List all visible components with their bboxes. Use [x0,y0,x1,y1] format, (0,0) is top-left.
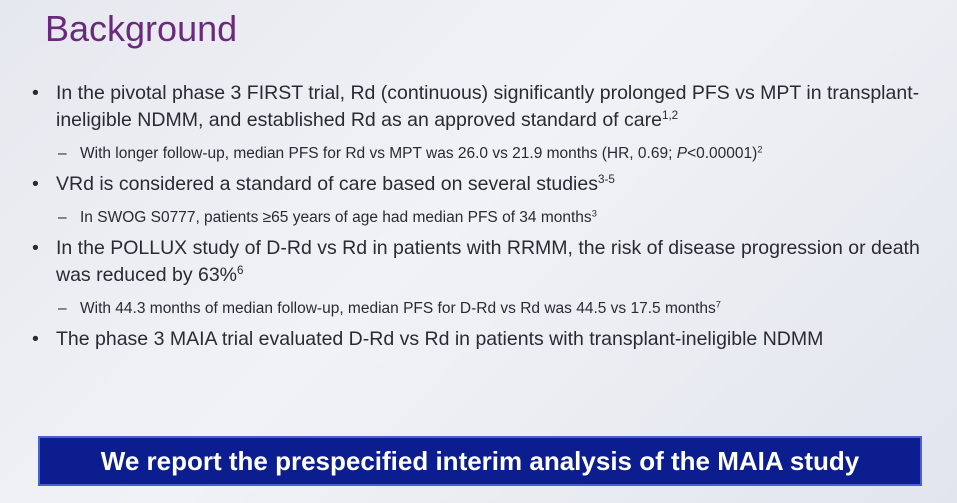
text: In SWOG S0777, patients ≥65 years of age… [80,209,592,226]
reference: 3 [591,208,597,219]
reference: 2 [757,144,763,155]
bullet: VRd is considered a standard of care bas… [30,171,935,198]
reference: 6 [237,263,244,277]
text: The phase 3 MAIA trial evaluated D-Rd vs… [56,328,824,350]
reference: 7 [715,299,721,310]
text: P [676,145,688,162]
sub-bullet: With longer follow-up, median PFS for Rd… [30,143,935,165]
text: <0.00001) [687,145,758,162]
bullet-list: In the pivotal phase 3 FIRST trial, Rd (… [30,74,935,353]
bullet: In the pivotal phase 3 FIRST trial, Rd (… [30,80,935,134]
bullet: The phase 3 MAIA trial evaluated D-Rd vs… [30,326,935,353]
text: In the POLLUX study of D-Rd vs Rd in pat… [56,237,920,286]
text: VRd is considered a standard of care bas… [56,173,598,195]
text: In the pivotal phase 3 FIRST trial, Rd (… [56,82,920,131]
sub-bullet: In SWOG S0777, patients ≥65 years of age… [30,207,935,229]
bullet: In the POLLUX study of D-Rd vs Rd in pat… [30,235,935,289]
slide-title: Background [45,8,238,49]
banner: We report the prespecified interim analy… [38,436,922,486]
sub-bullet: With 44.3 months of median follow-up, me… [30,298,935,320]
text: With 44.3 months of median follow-up, me… [80,300,716,317]
reference: 3-5 [597,172,615,186]
text: With longer follow-up, median PFS for Rd… [80,145,677,162]
reference: 1,2 [661,108,679,122]
